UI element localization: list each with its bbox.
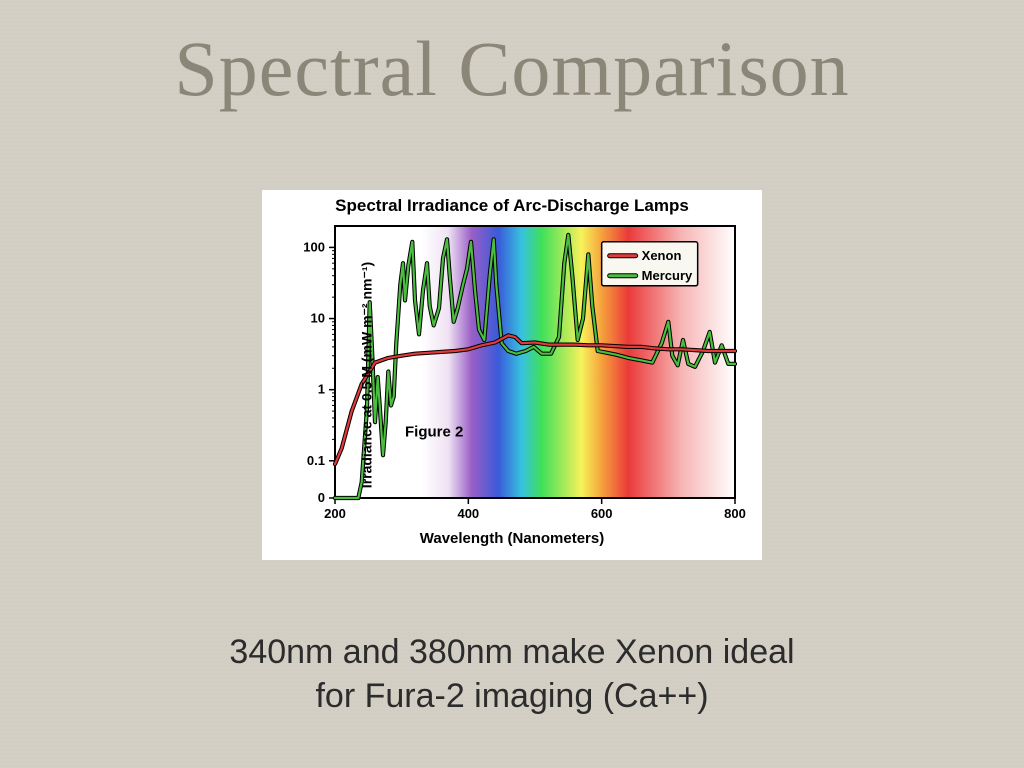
spectral-chart: 200 400 600 800 0 0.1 1 10 100 Figure 2 Xenon Mercu… (277, 218, 747, 528)
chart-title: Spectral Irradiance of Arc-Discharge Lam… (262, 196, 762, 216)
svg-text:0.1: 0.1 (307, 453, 325, 468)
slide-title: Spectral Comparison (0, 24, 1024, 114)
svg-text:10: 10 (311, 311, 325, 326)
svg-text:Xenon: Xenon (642, 248, 682, 263)
svg-text:200: 200 (324, 506, 346, 521)
subtitle-line-1: 340nm and 380nm make Xenon ideal (229, 633, 794, 671)
chart-container: Spectral Irradiance of Arc-Discharge Lam… (262, 190, 762, 560)
svg-text:100: 100 (303, 239, 325, 254)
y-axis-label: Irradiance at 0.5 M (mW m⁻² nm⁻¹) (359, 262, 376, 488)
slide-subtitle: 340nm and 380nm make Xenon ideal for Fur… (0, 630, 1024, 718)
x-axis-label: Wavelength (Nanometers) (262, 530, 762, 547)
svg-text:600: 600 (591, 506, 613, 521)
slide: Spectral Comparison Spectral Irradiance … (0, 0, 1024, 768)
svg-text:800: 800 (724, 506, 746, 521)
svg-text:0: 0 (318, 490, 325, 505)
svg-text:400: 400 (457, 506, 479, 521)
svg-text:1: 1 (318, 382, 325, 397)
svg-text:Figure 2: Figure 2 (405, 423, 463, 440)
subtitle-line-2: for Fura-2 imaging (Ca++) (315, 677, 708, 715)
svg-text:Mercury: Mercury (642, 268, 693, 283)
